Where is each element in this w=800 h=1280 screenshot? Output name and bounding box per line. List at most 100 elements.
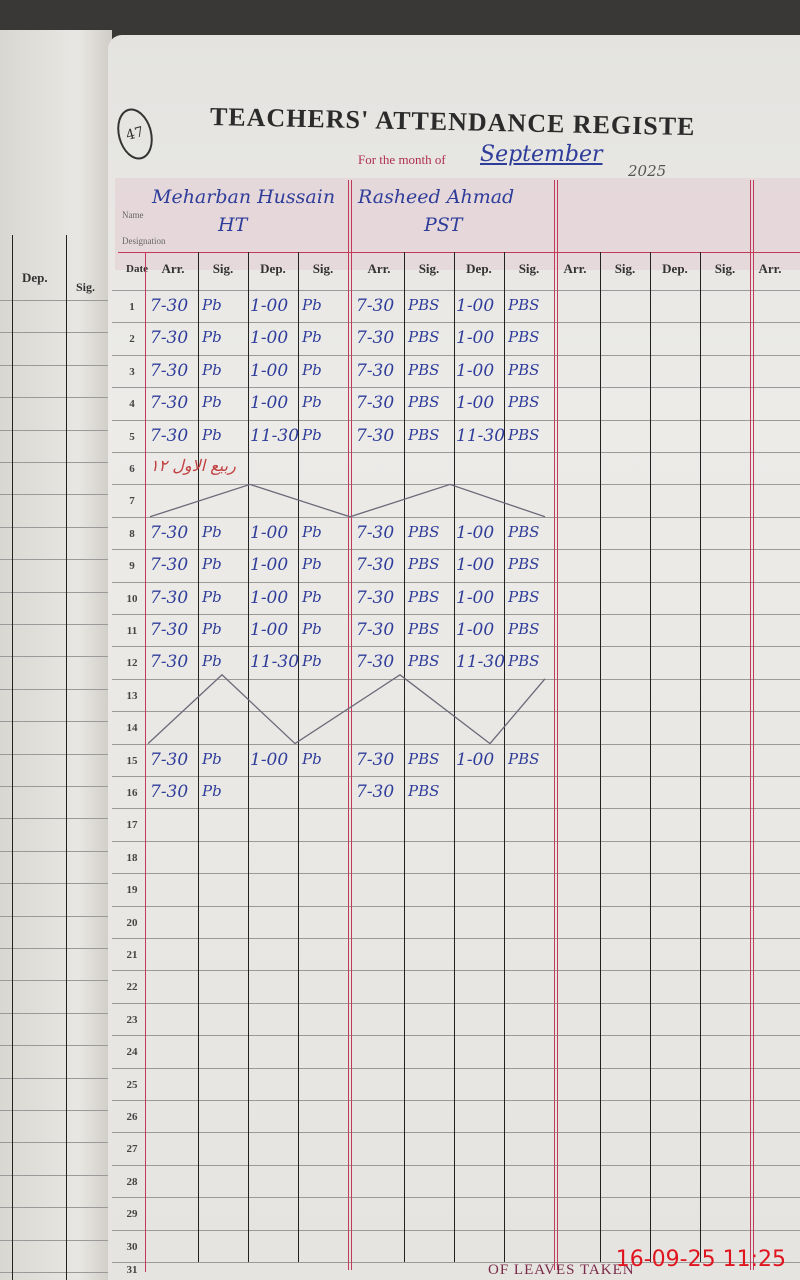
- row-rule: [112, 322, 800, 324]
- departure-time: 1-00: [250, 360, 289, 381]
- date-number: 15: [126, 754, 138, 767]
- departure-time: 1-00: [250, 749, 289, 770]
- arrival-signature: Pb: [202, 749, 222, 768]
- departure-signature: PBS: [508, 328, 540, 347]
- departure-time: 11-30: [456, 425, 506, 446]
- arrival-time: 7-30: [150, 393, 189, 414]
- column-header: Dep.: [260, 261, 286, 276]
- arrival-signature: Pb: [202, 652, 222, 671]
- row-rule: [112, 678, 800, 680]
- date-number: 8: [129, 527, 135, 540]
- departure-signature: Pb: [302, 328, 322, 347]
- column-header: Arr.: [563, 261, 587, 276]
- teacher-col-rule: [753, 180, 754, 1270]
- date-number: 2: [129, 333, 135, 346]
- departure-signature: PBS: [508, 749, 540, 768]
- departure-time: 1-00: [456, 360, 495, 381]
- col-rule: [198, 252, 199, 1262]
- arrival-signature: Pb: [202, 296, 222, 314]
- left-row-rule: [0, 915, 108, 917]
- arrival-time: 7-30: [356, 393, 395, 414]
- departure-time: 1-00: [250, 296, 289, 316]
- left-row-rule: [0, 332, 108, 334]
- arrival-signature: Pb: [202, 782, 222, 800]
- left-row-rule: [0, 1012, 108, 1014]
- arrival-time: 7-30: [356, 587, 395, 608]
- arrival-signature: Pb: [202, 587, 222, 606]
- date-number: 24: [126, 1046, 138, 1059]
- arrival-time: 7-30: [356, 555, 395, 576]
- departure-signature: Pb: [302, 555, 322, 574]
- departure-signature: PBS: [508, 555, 540, 574]
- row-rule: [112, 1164, 800, 1166]
- teacher-designation: PST: [424, 214, 463, 236]
- departure-time: 1-00: [250, 620, 289, 640]
- departure-signature: Pb: [302, 652, 322, 671]
- column-header: Sig.: [518, 261, 540, 276]
- left-row-rule: [0, 1077, 108, 1079]
- column-header: Arr.: [161, 261, 185, 276]
- left-sig-header: Sig.: [76, 280, 96, 294]
- date-number: 22: [126, 981, 138, 994]
- row-rule: [112, 1100, 800, 1101]
- departure-time: 1-00: [250, 587, 289, 608]
- row-rule: [112, 452, 800, 453]
- arrival-time: 7-30: [150, 328, 189, 349]
- departure-time: 1-00: [250, 522, 289, 543]
- arrival-signature: Pb: [202, 555, 222, 574]
- date-number: 11: [126, 625, 138, 637]
- arrival-signature: PBS: [408, 587, 440, 606]
- teacher-col-rule: [554, 180, 555, 1270]
- row-rule: [112, 905, 800, 907]
- left-row-rule: [0, 300, 108, 301]
- date-number: 6: [129, 463, 135, 475]
- row-rule: [112, 1132, 800, 1134]
- left-row-rule: [0, 753, 108, 755]
- date-number: 17: [126, 819, 138, 832]
- date-number: 25: [126, 1078, 138, 1091]
- left-row-rule: [0, 656, 108, 658]
- departure-signature: Pb: [302, 393, 322, 412]
- left-row-rule: [0, 591, 108, 593]
- arrival-signature: Pb: [202, 620, 222, 638]
- left-row-rule: [0, 1045, 108, 1047]
- photo-timestamp: 16-09-25 11:25: [615, 1247, 786, 1272]
- arrival-signature: Pb: [202, 328, 222, 347]
- column-header: Sig.: [418, 261, 440, 276]
- departure-signature: Pb: [302, 620, 322, 638]
- departure-time: 1-00: [250, 393, 289, 414]
- date-number: 1: [129, 301, 135, 313]
- row-rule: [112, 873, 800, 875]
- arrival-signature: PBS: [408, 425, 440, 444]
- arrival-signature: PBS: [408, 555, 440, 574]
- arrival-time: 7-30: [150, 425, 189, 446]
- date-number: 23: [126, 1013, 138, 1026]
- departure-signature: PBS: [508, 587, 540, 606]
- left-col-rule: [12, 235, 13, 1280]
- left-row-rule: [0, 1142, 108, 1144]
- arrival-signature: Pb: [202, 425, 222, 444]
- departure-time: 11-30: [456, 652, 506, 673]
- row-rule: [112, 743, 800, 745]
- teacher-col-rule: [750, 180, 751, 1270]
- left-row-rule: [0, 786, 108, 787]
- arrival-signature: PBS: [408, 749, 440, 768]
- left-row-rule: [0, 559, 108, 561]
- row-rule: [112, 840, 800, 842]
- teacher-col-rule: [351, 180, 352, 1270]
- row-rule: [112, 1002, 800, 1004]
- date-number: 19: [126, 884, 138, 897]
- date-number: 31: [126, 1264, 138, 1276]
- month-value: September: [480, 142, 603, 167]
- departure-signature: Pb: [302, 522, 322, 541]
- col-rule: [700, 252, 701, 1262]
- col-rule: [600, 252, 601, 1262]
- arrival-time: 7-30: [150, 555, 189, 576]
- row-rule: [112, 711, 800, 713]
- column-header: Sig.: [212, 261, 234, 276]
- arrival-signature: PBS: [408, 782, 440, 800]
- arrival-signature: Pb: [202, 393, 222, 412]
- arrival-time: 7-30: [356, 360, 395, 381]
- arrival-time: 7-30: [150, 296, 189, 316]
- left-row-rule: [0, 883, 108, 885]
